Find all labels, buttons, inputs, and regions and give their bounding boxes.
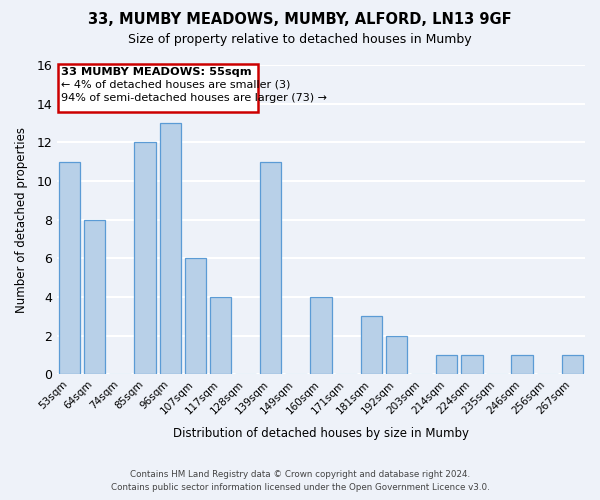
Text: 33, MUMBY MEADOWS, MUMBY, ALFORD, LN13 9GF: 33, MUMBY MEADOWS, MUMBY, ALFORD, LN13 9… <box>88 12 512 28</box>
FancyBboxPatch shape <box>58 64 258 112</box>
Y-axis label: Number of detached properties: Number of detached properties <box>15 126 28 312</box>
Text: Contains HM Land Registry data © Crown copyright and database right 2024.
Contai: Contains HM Land Registry data © Crown c… <box>110 470 490 492</box>
Bar <box>511 355 533 374</box>
Bar <box>310 297 332 374</box>
X-axis label: Distribution of detached houses by size in Mumby: Distribution of detached houses by size … <box>173 427 469 440</box>
Bar <box>562 355 583 374</box>
Text: 33 MUMBY MEADOWS: 55sqm: 33 MUMBY MEADOWS: 55sqm <box>61 67 252 77</box>
Bar <box>260 162 281 374</box>
Text: 94% of semi-detached houses are larger (73) →: 94% of semi-detached houses are larger (… <box>61 92 328 102</box>
Bar <box>185 258 206 374</box>
Bar <box>436 355 457 374</box>
Bar <box>134 142 156 374</box>
Bar <box>84 220 106 374</box>
Bar <box>461 355 482 374</box>
Bar <box>160 123 181 374</box>
Bar <box>386 336 407 374</box>
Text: Size of property relative to detached houses in Mumby: Size of property relative to detached ho… <box>128 32 472 46</box>
Bar <box>361 316 382 374</box>
Text: ← 4% of detached houses are smaller (3): ← 4% of detached houses are smaller (3) <box>61 80 291 90</box>
Bar <box>210 297 231 374</box>
Bar <box>59 162 80 374</box>
